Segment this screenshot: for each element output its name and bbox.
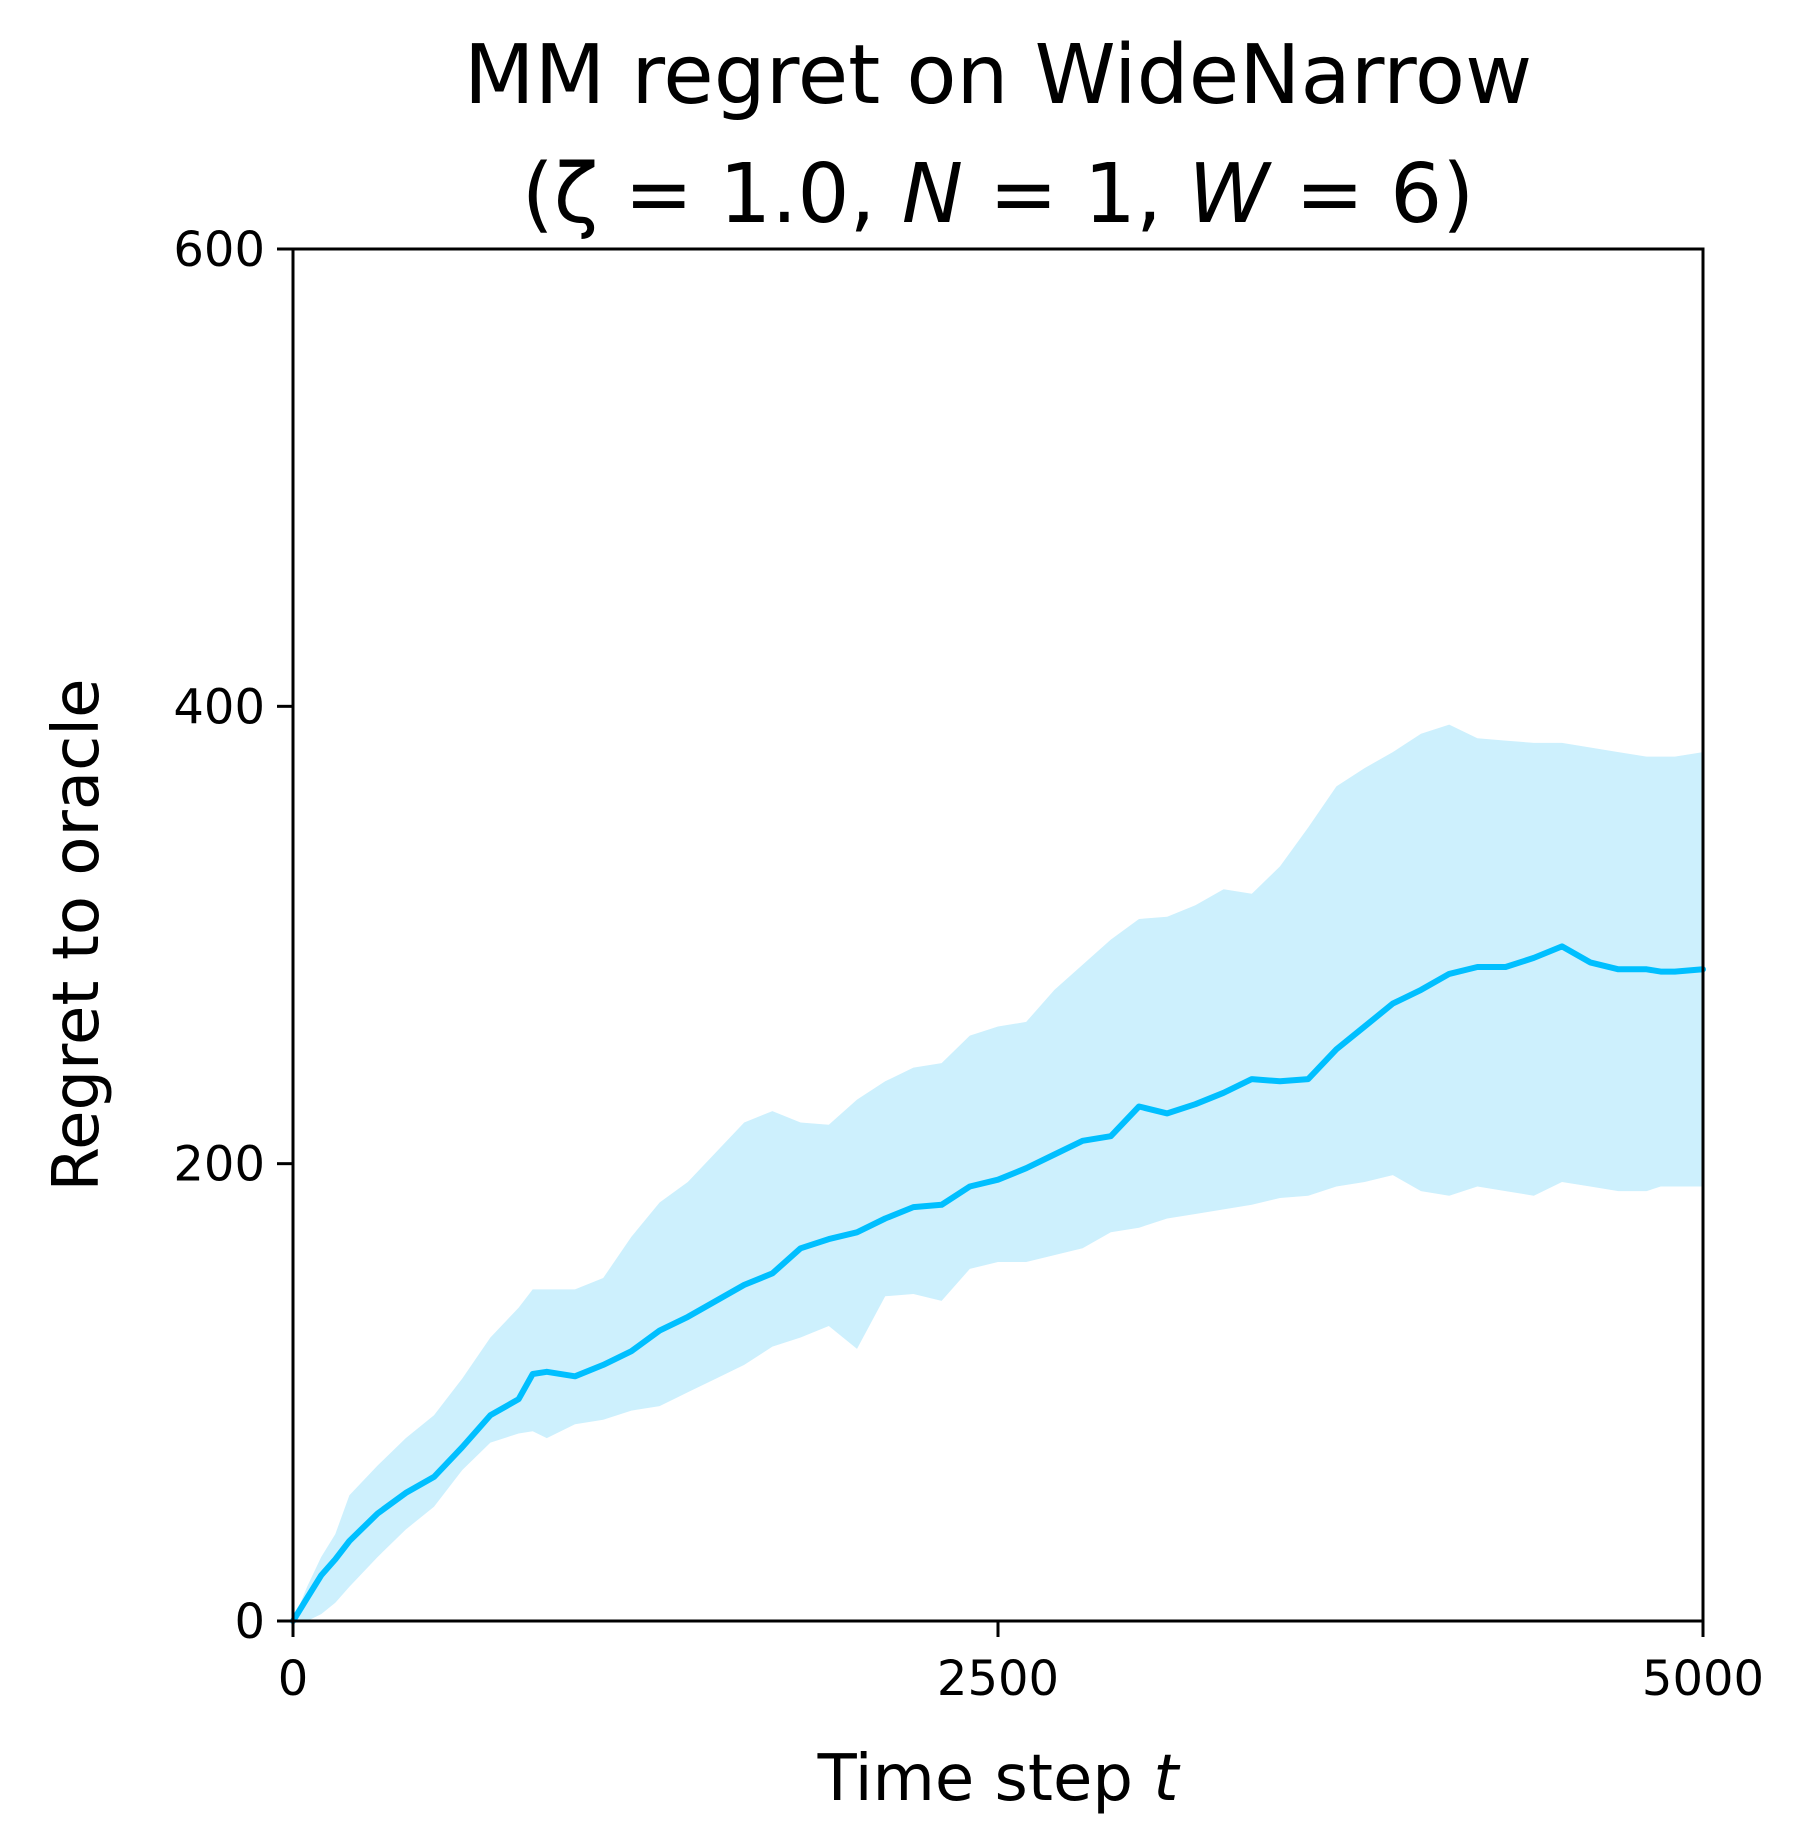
y-tick-label: 600: [173, 222, 265, 278]
x-tick-label: 0: [278, 1651, 309, 1707]
y-axis-label: Regret to oracle: [40, 679, 114, 1192]
plot-area: [290, 724, 1706, 1624]
y-axis-ticks: 0 200 400 600: [173, 222, 293, 1650]
x-tick-label: 5000: [1642, 1651, 1764, 1707]
y-tick-label: 200: [173, 1137, 265, 1193]
x-axis-label: Time step t: [817, 1742, 1182, 1816]
chart-title-line-2: (ζ = 1.0, N = 1, W = 6): [522, 147, 1475, 242]
x-axis-ticks: 0 2500 5000: [278, 1621, 1764, 1707]
y-tick-label: 0: [234, 1594, 265, 1650]
x-tick-label: 2500: [937, 1651, 1059, 1707]
series-line: [290, 943, 1706, 1624]
chart-title-line-1: MM regret on WideNarrow: [464, 28, 1532, 123]
confidence-band: [293, 724, 1703, 1621]
y-tick-label: 400: [173, 679, 265, 735]
